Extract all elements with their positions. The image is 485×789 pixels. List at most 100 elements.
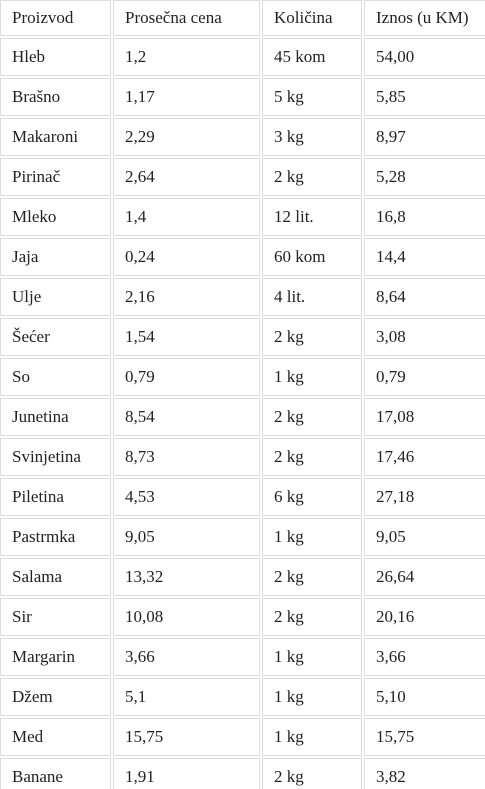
table-cell: 0,24 [113, 238, 260, 276]
table-cell: 2,29 [113, 118, 260, 156]
table-row: Ulje 2,16 4 lit. 8,64 [0, 278, 485, 316]
table-row: Hleb 1,2 45 kom 54,00 [0, 38, 485, 76]
table-cell: 8,54 [113, 398, 260, 436]
table-cell: Hleb [0, 38, 111, 76]
table-cell: 4 lit. [262, 278, 362, 316]
table-row: Piletina 4,53 6 kg 27,18 [0, 478, 485, 516]
table-cell: 1 kg [262, 518, 362, 556]
table-row: Brašno 1,17 5 kg 5,85 [0, 78, 485, 116]
table-cell: 1 kg [262, 358, 362, 396]
table-cell: 13,32 [113, 558, 260, 596]
table-cell: 27,18 [364, 478, 485, 516]
table-cell: 3,66 [364, 638, 485, 676]
table-cell: 14,4 [364, 238, 485, 276]
table-cell: 17,46 [364, 438, 485, 476]
table-cell: 2 kg [262, 758, 362, 789]
table-cell: 2 kg [262, 398, 362, 436]
table-cell: 1 kg [262, 638, 362, 676]
table-cell: 0,79 [113, 358, 260, 396]
table-cell: Brašno [0, 78, 111, 116]
table-cell: 60 kom [262, 238, 362, 276]
table-cell: 0,79 [364, 358, 485, 396]
table-cell: 15,75 [364, 718, 485, 756]
table-row: Med 15,75 1 kg 15,75 [0, 718, 485, 756]
table-row: Salama 13,32 2 kg 26,64 [0, 558, 485, 596]
header-cell: Količina [262, 0, 362, 36]
table-cell: 45 kom [262, 38, 362, 76]
table-cell: Makaroni [0, 118, 111, 156]
table-cell: Med [0, 718, 111, 756]
table-cell: 1,4 [113, 198, 260, 236]
table-cell: 1,17 [113, 78, 260, 116]
table-cell: 2 kg [262, 158, 362, 196]
table-cell: 1 kg [262, 718, 362, 756]
table-cell: Šećer [0, 318, 111, 356]
table-cell: 10,08 [113, 598, 260, 636]
header-cell: Prosečna cena [113, 0, 260, 36]
table-cell: 17,08 [364, 398, 485, 436]
table-row: Pastrmka 9,05 1 kg 9,05 [0, 518, 485, 556]
table-cell: 2 kg [262, 438, 362, 476]
table-row: Makaroni 2,29 3 kg 8,97 [0, 118, 485, 156]
table-cell: 15,75 [113, 718, 260, 756]
table-cell: 5,10 [364, 678, 485, 716]
table-cell: 1,2 [113, 38, 260, 76]
table-cell: Junetina [0, 398, 111, 436]
table-cell: Pirinač [0, 158, 111, 196]
table-cell: Banane [0, 758, 111, 789]
table-cell: 5 kg [262, 78, 362, 116]
table-cell: 1 kg [262, 678, 362, 716]
table-cell: Džem [0, 678, 111, 716]
table-cell: 4,53 [113, 478, 260, 516]
table-row: Šećer 1,54 2 kg 3,08 [0, 318, 485, 356]
table-cell: Jaja [0, 238, 111, 276]
table-row: Sir 10,08 2 kg 20,16 [0, 598, 485, 636]
table-cell: 5,28 [364, 158, 485, 196]
table-cell: 3,08 [364, 318, 485, 356]
table-row: Pirinač 2,64 2 kg 5,28 [0, 158, 485, 196]
table-cell: 12 lit. [262, 198, 362, 236]
table-cell: So [0, 358, 111, 396]
table-cell: Sir [0, 598, 111, 636]
table-cell: 3,66 [113, 638, 260, 676]
table-cell: Svinjetina [0, 438, 111, 476]
table-cell: 16,8 [364, 198, 485, 236]
table-cell: Margarin [0, 638, 111, 676]
table-row: Banane 1,91 2 kg 3,82 [0, 758, 485, 789]
table-cell: 2 kg [262, 558, 362, 596]
table-cell: 3 kg [262, 118, 362, 156]
table-row: Margarin 3,66 1 kg 3,66 [0, 638, 485, 676]
table-cell: 5,1 [113, 678, 260, 716]
table-row: So 0,79 1 kg 0,79 [0, 358, 485, 396]
table-cell: 6 kg [262, 478, 362, 516]
table-cell: 2 kg [262, 598, 362, 636]
table-row: Svinjetina 8,73 2 kg 17,46 [0, 438, 485, 476]
table-cell: 9,05 [364, 518, 485, 556]
table-cell: Salama [0, 558, 111, 596]
table-cell: 1,54 [113, 318, 260, 356]
table-body: Hleb 1,2 45 kom 54,00 Brašno 1,17 5 kg 5,85 Maka… [0, 38, 485, 789]
table-cell: Piletina [0, 478, 111, 516]
table-cell: 8,73 [113, 438, 260, 476]
table-row: Junetina 8,54 2 kg 17,08 [0, 398, 485, 436]
table-row: Džem 5,1 1 kg 5,10 [0, 678, 485, 716]
header-cell: Proizvod [0, 0, 111, 36]
header-row: Proizvod Prosečna cena Količina Iznos (u KM… [0, 0, 485, 36]
table-cell: 1,91 [113, 758, 260, 789]
table-row: Mleko 1,4 12 lit. 16,8 [0, 198, 485, 236]
table-cell: 54,00 [364, 38, 485, 76]
table-cell: 9,05 [113, 518, 260, 556]
table-cell: 2 kg [262, 318, 362, 356]
table-cell: Ulje [0, 278, 111, 316]
table-cell: 8,64 [364, 278, 485, 316]
table-head: Proizvod Prosečna cena Količina Iznos (u KM… [0, 0, 485, 36]
table-cell: Mleko [0, 198, 111, 236]
table-cell: 20,16 [364, 598, 485, 636]
table-cell: 26,64 [364, 558, 485, 596]
table-row: Jaja 0,24 60 kom 14,4 [0, 238, 485, 276]
table-cell: 5,85 [364, 78, 485, 116]
